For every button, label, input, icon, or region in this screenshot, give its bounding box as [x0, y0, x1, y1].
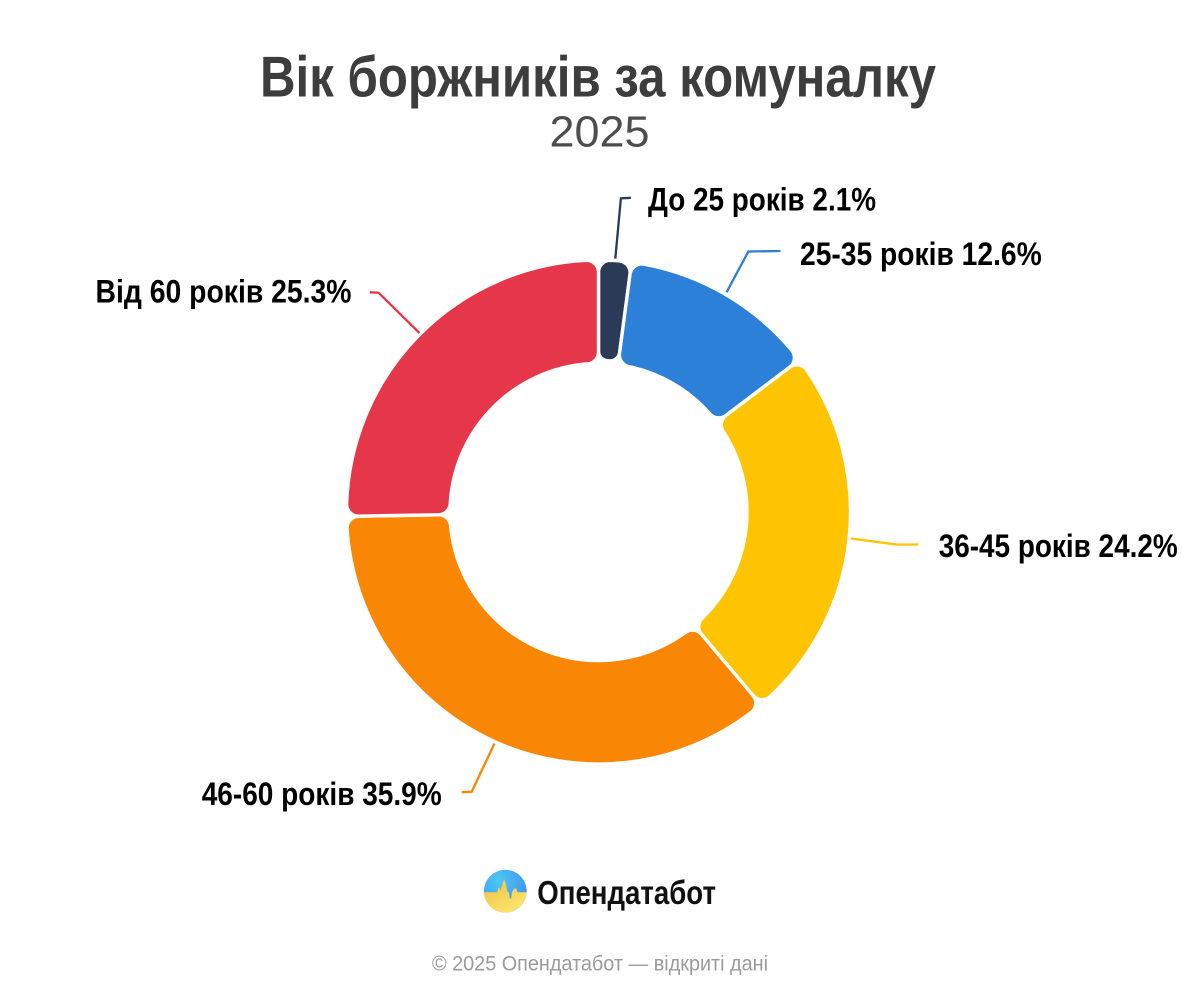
svg-text:25-35 років 12.6%: 25-35 років 12.6%: [800, 236, 1042, 272]
svg-text:До 25 років 2.1%: До 25 років 2.1%: [648, 182, 876, 218]
svg-text:© 2025 Опендатабот — відкриті: © 2025 Опендатабот — відкриті дані: [432, 951, 768, 975]
svg-text:2025: 2025: [550, 108, 650, 157]
svg-text:Від 60 років 25.3%: Від 60 років 25.3%: [96, 274, 352, 310]
svg-text:Вік боржників за комуналку: Вік боржників за комуналку: [260, 46, 936, 110]
svg-text:Опендатабот: Опендатабот: [537, 874, 716, 911]
svg-text:36-45 років 24.2%: 36-45 років 24.2%: [939, 528, 1178, 564]
svg-text:46-60 років 35.9%: 46-60 років 35.9%: [202, 776, 442, 812]
